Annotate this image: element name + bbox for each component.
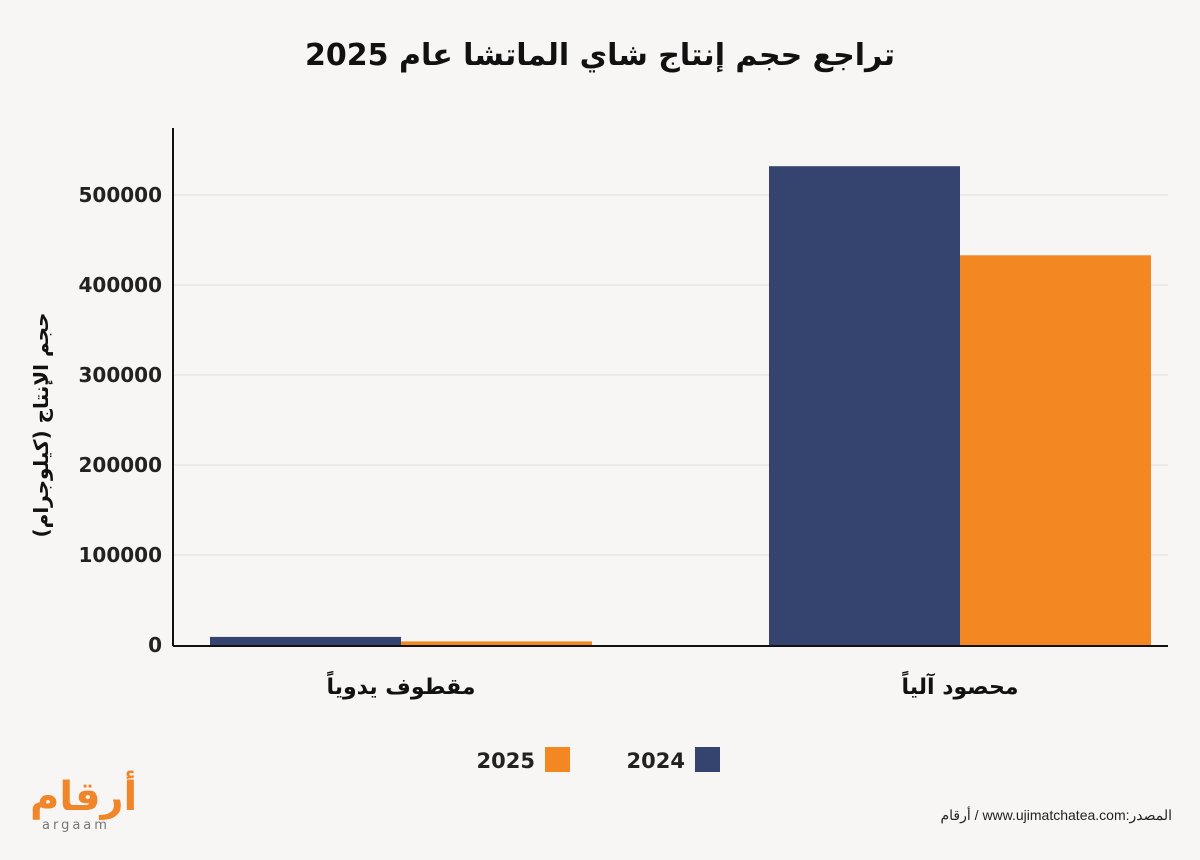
argaam-logo: أرقام argaam (30, 774, 145, 833)
legend-label-2025: 2025 (477, 749, 535, 773)
bar-2025-0 (401, 641, 592, 645)
y-tick-label: 0 (148, 633, 162, 657)
bar-2024-1 (769, 166, 960, 645)
legend-swatch-2024 (695, 747, 720, 772)
legend-label-2024: 2024 (627, 749, 685, 773)
source-note: المصدر:www.ujimatchatea.com / أرقام (940, 807, 1172, 823)
logo-latin: argaam (42, 818, 110, 833)
logo-arabic: أرقام (30, 774, 138, 820)
y-tick-label: 300000 (79, 363, 163, 387)
bar-2024-0 (210, 636, 401, 645)
y-tick-label: 200000 (79, 453, 163, 477)
legend-swatch-2025 (545, 747, 570, 772)
x-tick-label: محصود آلياً (902, 670, 1019, 700)
x-tick-label: مقطوف يدوياً (326, 670, 475, 700)
y-tick-label: 100000 (79, 543, 163, 567)
y-tick-label: 400000 (79, 273, 163, 297)
chart-title: تراجع حجم إنتاج شاي الماتشا عام 2025 (305, 38, 895, 73)
bar-2025-1 (960, 255, 1151, 646)
y-tick-label: 500000 (79, 183, 163, 207)
y-axis-label: حجم الإنتاج (كيلوجرام) (29, 313, 53, 538)
